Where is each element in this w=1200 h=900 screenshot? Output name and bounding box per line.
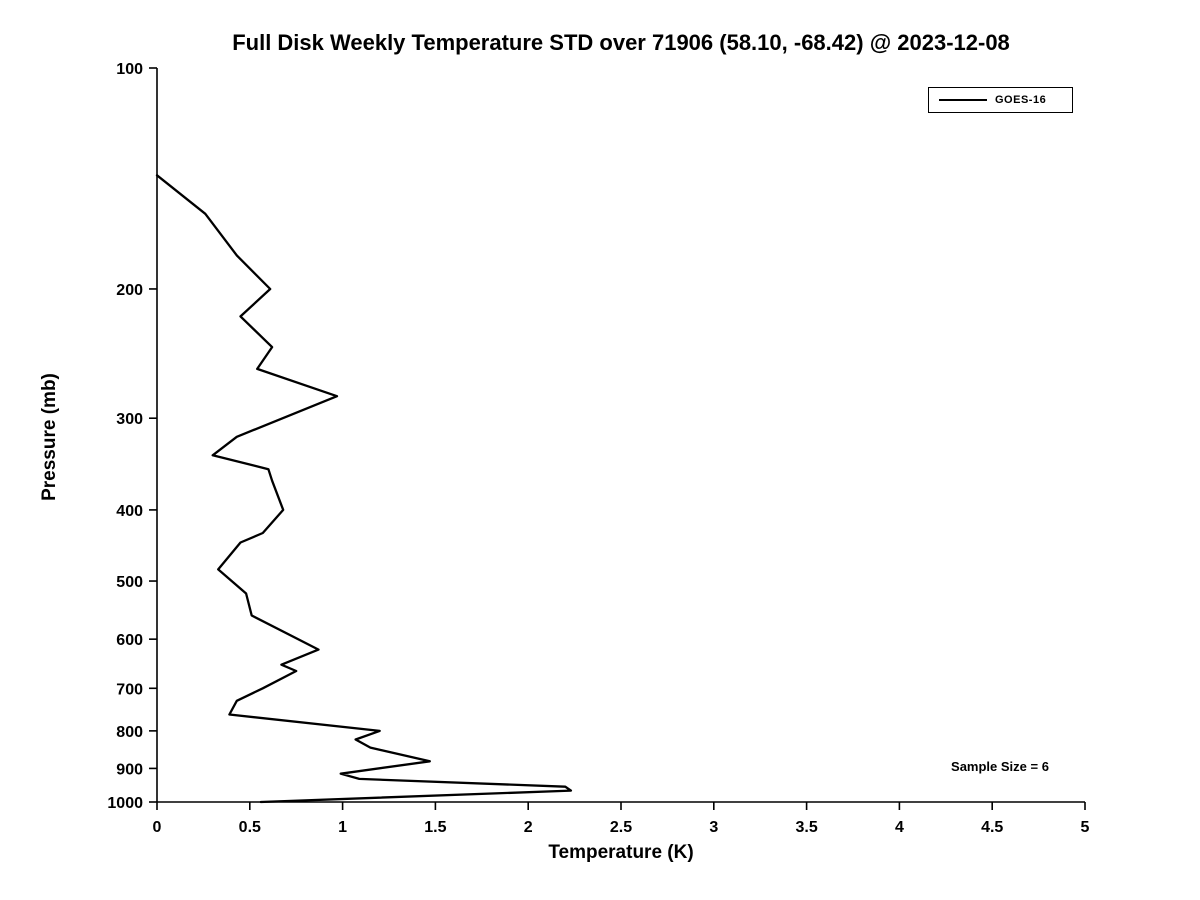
legend: GOES-16 bbox=[928, 87, 1073, 113]
svg-text:800: 800 bbox=[116, 724, 143, 741]
svg-text:300: 300 bbox=[116, 411, 143, 428]
svg-text:100: 100 bbox=[116, 61, 143, 78]
sample-size-annotation: Sample Size = 6 bbox=[951, 759, 1049, 774]
svg-text:700: 700 bbox=[116, 681, 143, 698]
svg-text:0: 0 bbox=[153, 819, 162, 836]
svg-text:1000: 1000 bbox=[107, 795, 143, 812]
svg-text:4.5: 4.5 bbox=[981, 819, 1003, 836]
svg-text:200: 200 bbox=[116, 282, 143, 299]
svg-text:4: 4 bbox=[895, 819, 904, 836]
svg-text:0.5: 0.5 bbox=[239, 819, 261, 836]
svg-text:3: 3 bbox=[709, 819, 718, 836]
chart-title: Full Disk Weekly Temperature STD over 71… bbox=[232, 30, 1010, 55]
svg-text:600: 600 bbox=[116, 632, 143, 649]
svg-text:3.5: 3.5 bbox=[795, 819, 817, 836]
svg-text:500: 500 bbox=[116, 574, 143, 591]
x-axis-label: Temperature (K) bbox=[548, 842, 694, 863]
svg-text:1.5: 1.5 bbox=[424, 819, 446, 836]
svg-text:1: 1 bbox=[338, 819, 347, 836]
svg-text:2: 2 bbox=[524, 819, 533, 836]
legend-label: GOES-16 bbox=[995, 94, 1047, 106]
legend-line-sample bbox=[939, 99, 987, 101]
svg-text:400: 400 bbox=[116, 503, 143, 520]
y-axis-label: Pressure (mb) bbox=[39, 373, 60, 501]
svg-text:2.5: 2.5 bbox=[610, 819, 632, 836]
svg-text:5: 5 bbox=[1081, 819, 1090, 836]
svg-text:900: 900 bbox=[116, 761, 143, 778]
